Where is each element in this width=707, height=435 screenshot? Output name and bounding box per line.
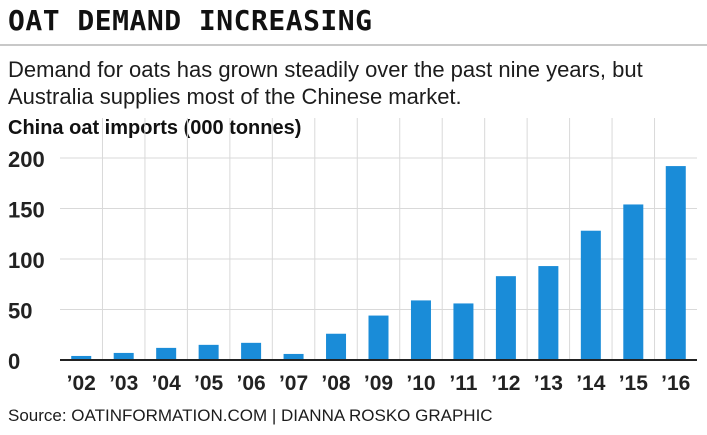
x-tick-label: ’11 [449, 372, 477, 395]
bar [623, 204, 644, 360]
x-tick-label: ’05 [194, 372, 224, 395]
x-tick-label: ’15 [619, 372, 649, 395]
y-tick-label: 0 [8, 349, 20, 374]
y-tick-label: 200 [8, 147, 45, 172]
bar [326, 333, 347, 360]
bar [113, 352, 134, 360]
bar [198, 344, 219, 360]
x-tick-label: ’02 [67, 372, 96, 395]
x-tick-label: ’10 [406, 372, 435, 395]
x-tick-label: ’16 [661, 372, 690, 395]
bar [453, 303, 474, 360]
y-tick-label: 150 [8, 198, 45, 223]
x-tick-label: ’12 [491, 372, 520, 395]
headline: OAT DEMAND INCREASING [8, 4, 373, 37]
bar-chart: 0 50 100 150 200 ’02 ’03 ’04 ’05 ’06 ’07 ’08 ’09 ’10 ’… [8, 118, 697, 395]
bar [410, 300, 431, 360]
x-tick-label: ’07 [279, 372, 308, 395]
chart-title: China oat imports (000 tonnes) [8, 117, 302, 139]
bar [580, 230, 601, 360]
bar [495, 276, 516, 360]
x-tick-label: ’06 [236, 372, 265, 395]
bar [241, 342, 262, 360]
x-tick-label: ’04 [152, 372, 182, 395]
bar [156, 347, 177, 360]
x-tick-label: ’08 [321, 372, 351, 395]
x-tick-label: ’14 [576, 372, 606, 395]
source-credit: Source: OATINFORMATION.COM | DIANNA ROSK… [8, 406, 493, 425]
x-tick-label: ’09 [364, 372, 393, 395]
bar [665, 166, 686, 360]
bar [71, 355, 92, 360]
y-tick-label: 50 [8, 299, 32, 324]
headline-divider [0, 44, 707, 46]
bar [368, 315, 389, 360]
bar [283, 353, 304, 360]
subtitle: Demand for oats has grown steadily over … [8, 57, 643, 109]
bar [538, 266, 559, 360]
y-tick-label: 100 [8, 248, 45, 273]
x-tick-label: ’13 [534, 372, 563, 395]
x-tick-label: ’03 [109, 372, 138, 395]
